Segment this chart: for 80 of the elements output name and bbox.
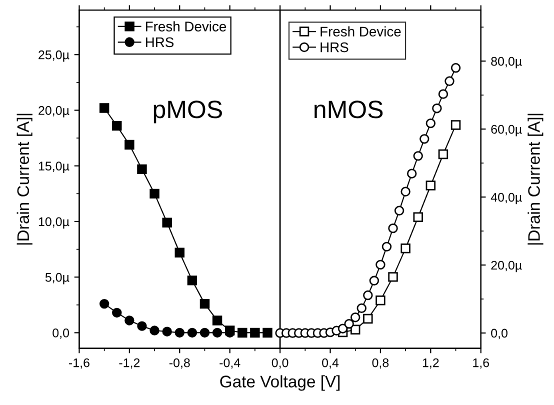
point [394,206,404,216]
point [150,326,160,336]
point [162,326,172,336]
point [187,276,198,286]
point [438,149,448,160]
x-tick-label: 0,8 [372,358,389,369]
x-tick-label: -0,4 [220,358,240,369]
point [356,303,366,314]
point [426,118,436,128]
point [174,248,184,258]
point [420,134,430,144]
annotation: nMOS [314,100,383,118]
point [376,296,386,306]
point [350,312,360,322]
point [124,316,134,326]
y-tick-label: 20,0µ [38,106,70,118]
point [406,168,417,178]
point [212,328,222,338]
annotation: pMOS [154,100,222,124]
x-tick-label: 1,6 [473,358,490,369]
point [444,76,454,86]
x-axis-title: Gate Voltage [V] [220,375,340,391]
x-tick-label: 0,4 [322,358,339,369]
point [200,298,210,309]
x-tick-label: 1,2 [422,358,439,369]
point [262,328,272,338]
point [432,103,442,114]
point [112,308,122,318]
y-tick-label: 10,0µ [38,217,70,229]
point [400,186,410,196]
point [388,223,398,234]
y2-tick-label: 60,0µ [491,124,522,136]
point [250,328,260,338]
point [382,242,392,252]
y2-tick-label: 80,0µ [491,56,522,68]
y-axis-title: |Drain Current [A]| [16,114,32,245]
point [174,328,184,338]
point [99,103,110,113]
y2-tick-label: 0,0 [491,328,508,340]
point [363,290,373,300]
point [426,180,436,190]
legend-label: HRS [320,42,348,52]
point [187,328,198,338]
point [369,276,380,286]
point [344,318,354,329]
x-tick-label: -1,2 [119,358,140,369]
point [350,324,360,334]
point [212,316,222,326]
x-tick-label: -0,8 [169,358,190,369]
point [376,260,386,270]
point [363,314,373,324]
point [238,328,248,338]
legend-label: Fresh Device [320,26,401,37]
point [338,324,348,334]
point [99,298,110,309]
point [137,164,147,174]
y2-axis-title: |Drain Current [A]| [528,114,544,245]
point [124,140,134,150]
point [137,321,147,331]
y-tick-label: 25,0µ [38,50,70,62]
point [450,63,461,73]
point [112,120,122,131]
point [400,244,410,254]
y-tick-label: 0,0 [52,328,70,339]
point [413,212,423,222]
point [438,89,448,99]
y2-tick-label: 20,0µ [491,260,522,272]
point [150,188,160,199]
y-tick-label: 5,0µ [45,272,70,284]
point [413,151,423,161]
x-tick-label: -1,6 [69,358,90,369]
point [200,328,210,338]
y2-tick-label: 40,0µ [490,192,522,204]
point [450,120,461,130]
legend-label: HRS [146,37,174,48]
y-tick-label: 15,0µ [38,162,70,173]
point [388,272,398,282]
legend-label: Fresh Device [146,21,226,32]
point [162,218,172,228]
x-tick-label: 0,0 [272,358,288,369]
